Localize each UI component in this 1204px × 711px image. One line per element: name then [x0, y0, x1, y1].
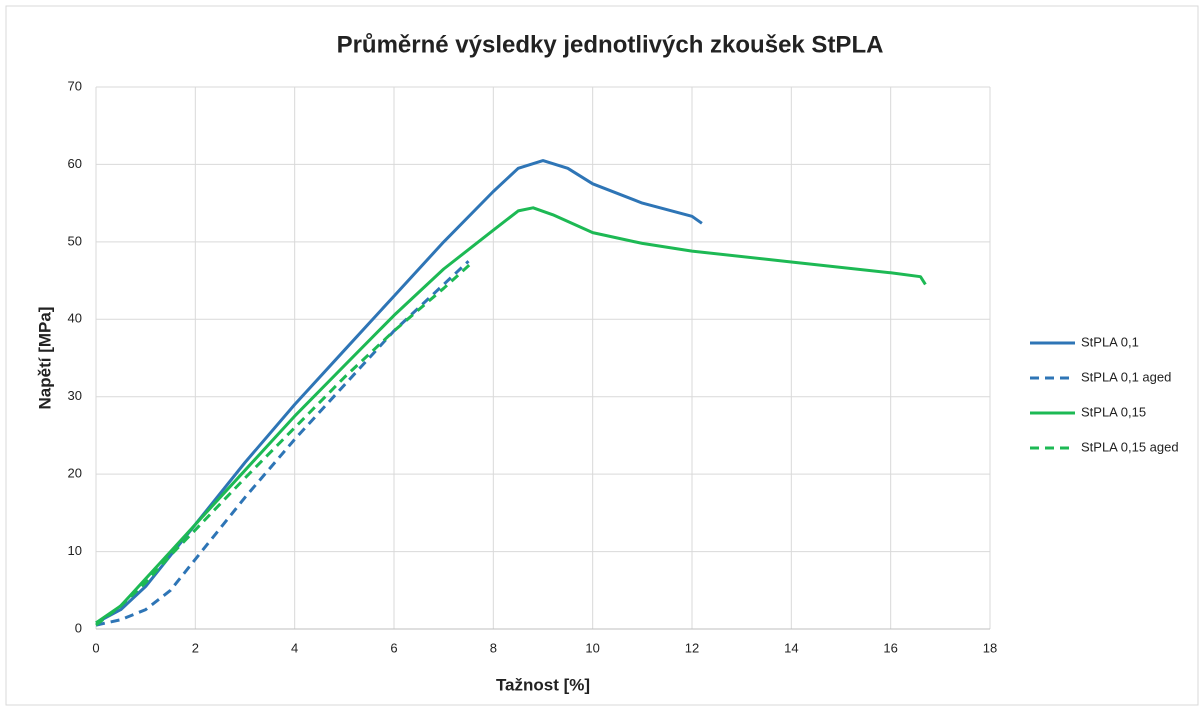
y-tick-label: 70: [68, 78, 82, 93]
x-tick-label: 18: [983, 640, 997, 655]
x-tick-label: 0: [92, 640, 99, 655]
x-tick-label: 14: [784, 640, 798, 655]
y-tick-label: 60: [68, 156, 82, 171]
y-tick-label: 0: [75, 620, 82, 635]
legend-label: StPLA 0,1: [1081, 334, 1139, 349]
x-tick-label: 10: [585, 640, 599, 655]
x-tick-label: 12: [685, 640, 699, 655]
x-tick-label: 6: [390, 640, 397, 655]
x-tick-label: 16: [883, 640, 897, 655]
y-tick-label: 40: [68, 311, 82, 326]
x-tick-label: 8: [490, 640, 497, 655]
y-tick-label: 20: [68, 466, 82, 481]
series-line: [95, 260, 470, 627]
x-tick-label: 2: [192, 640, 199, 655]
chart-title: Průměrné výsledky jednotlivých zkoušek S…: [337, 31, 884, 58]
y-tick-label: 50: [68, 233, 82, 248]
x-axis-title: Tažnost [%]: [496, 675, 590, 694]
y-axis-title: Napětí [MPa]: [35, 307, 54, 410]
chart-border: [5, 5, 1199, 706]
legend-label: StPLA 0,15 aged: [1081, 439, 1179, 454]
y-tick-label: 10: [68, 543, 82, 558]
y-tick-label: 30: [68, 388, 82, 403]
legend-label: StPLA 0,1 aged: [1081, 369, 1171, 384]
series-line: [95, 260, 475, 627]
series-line: [95, 206, 927, 625]
legend-label: StPLA 0,15: [1081, 404, 1146, 419]
x-tick-label: 4: [291, 640, 298, 655]
